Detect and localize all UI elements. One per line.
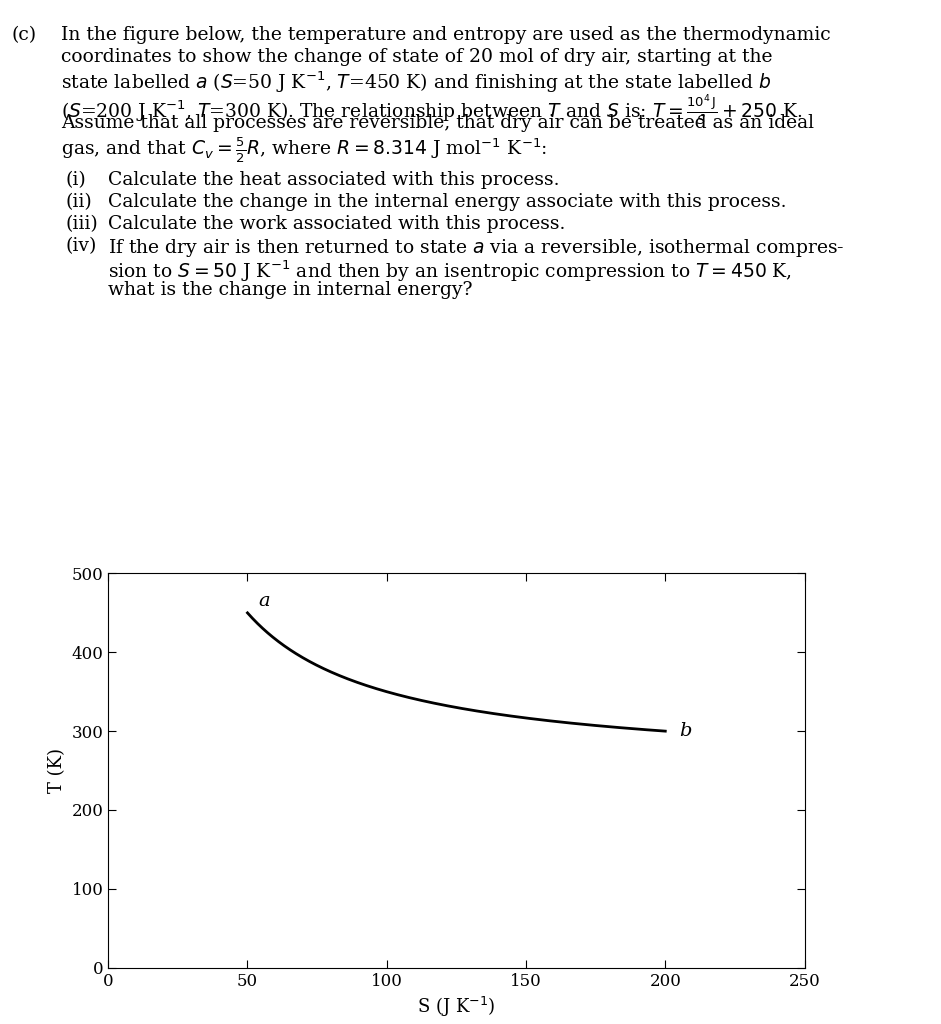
Text: b: b: [679, 722, 692, 740]
Text: Assume that all processes are reversible, that dry air can be treated as an idea: Assume that all processes are reversible…: [61, 114, 814, 132]
Text: coordinates to show the change of state of 20 mol of dry air, starting at the: coordinates to show the change of state …: [61, 47, 773, 66]
Text: (ii): (ii): [66, 193, 92, 211]
Text: what is the change in internal energy?: what is the change in internal energy?: [108, 281, 472, 299]
Text: Calculate the work associated with this process.: Calculate the work associated with this …: [108, 215, 566, 232]
Text: If the dry air is then returned to state $a$ via a reversible, isothermal compre: If the dry air is then returned to state…: [108, 237, 845, 259]
Text: (c): (c): [11, 26, 37, 44]
Text: sion to $S = 50$ J K$^{-1}$ and then by an isentropic compression to $T = 450$ K: sion to $S = 50$ J K$^{-1}$ and then by …: [108, 259, 792, 285]
Y-axis label: T (K): T (K): [48, 749, 66, 793]
Text: ($S$=200 J K$^{-1}$, $T$=300 K). The relationship between $T$ and $S$ is: $T = \: ($S$=200 J K$^{-1}$, $T$=300 K). The rel…: [61, 91, 803, 127]
Text: a: a: [259, 592, 270, 609]
Text: Calculate the change in the internal energy associate with this process.: Calculate the change in the internal ene…: [108, 193, 787, 211]
Text: (i): (i): [66, 171, 87, 188]
Text: gas, and that $C_v = \frac{5}{2}R$, where $R = 8.314$ J mol$^{-1}$ K$^{-1}$:: gas, and that $C_v = \frac{5}{2}R$, wher…: [61, 135, 548, 165]
Text: (iii): (iii): [66, 215, 99, 232]
Text: (iv): (iv): [66, 237, 97, 255]
X-axis label: S (J K$^{-1}$): S (J K$^{-1}$): [417, 995, 496, 1019]
Text: state labelled $a$ ($S$=50 J K$^{-1}$, $T$=450 K) and finishing at the state lab: state labelled $a$ ($S$=50 J K$^{-1}$, $…: [61, 70, 772, 95]
Text: Calculate the heat associated with this process.: Calculate the heat associated with this …: [108, 171, 560, 188]
Text: In the figure below, the temperature and entropy are used as the thermodynamic: In the figure below, the temperature and…: [61, 26, 831, 44]
